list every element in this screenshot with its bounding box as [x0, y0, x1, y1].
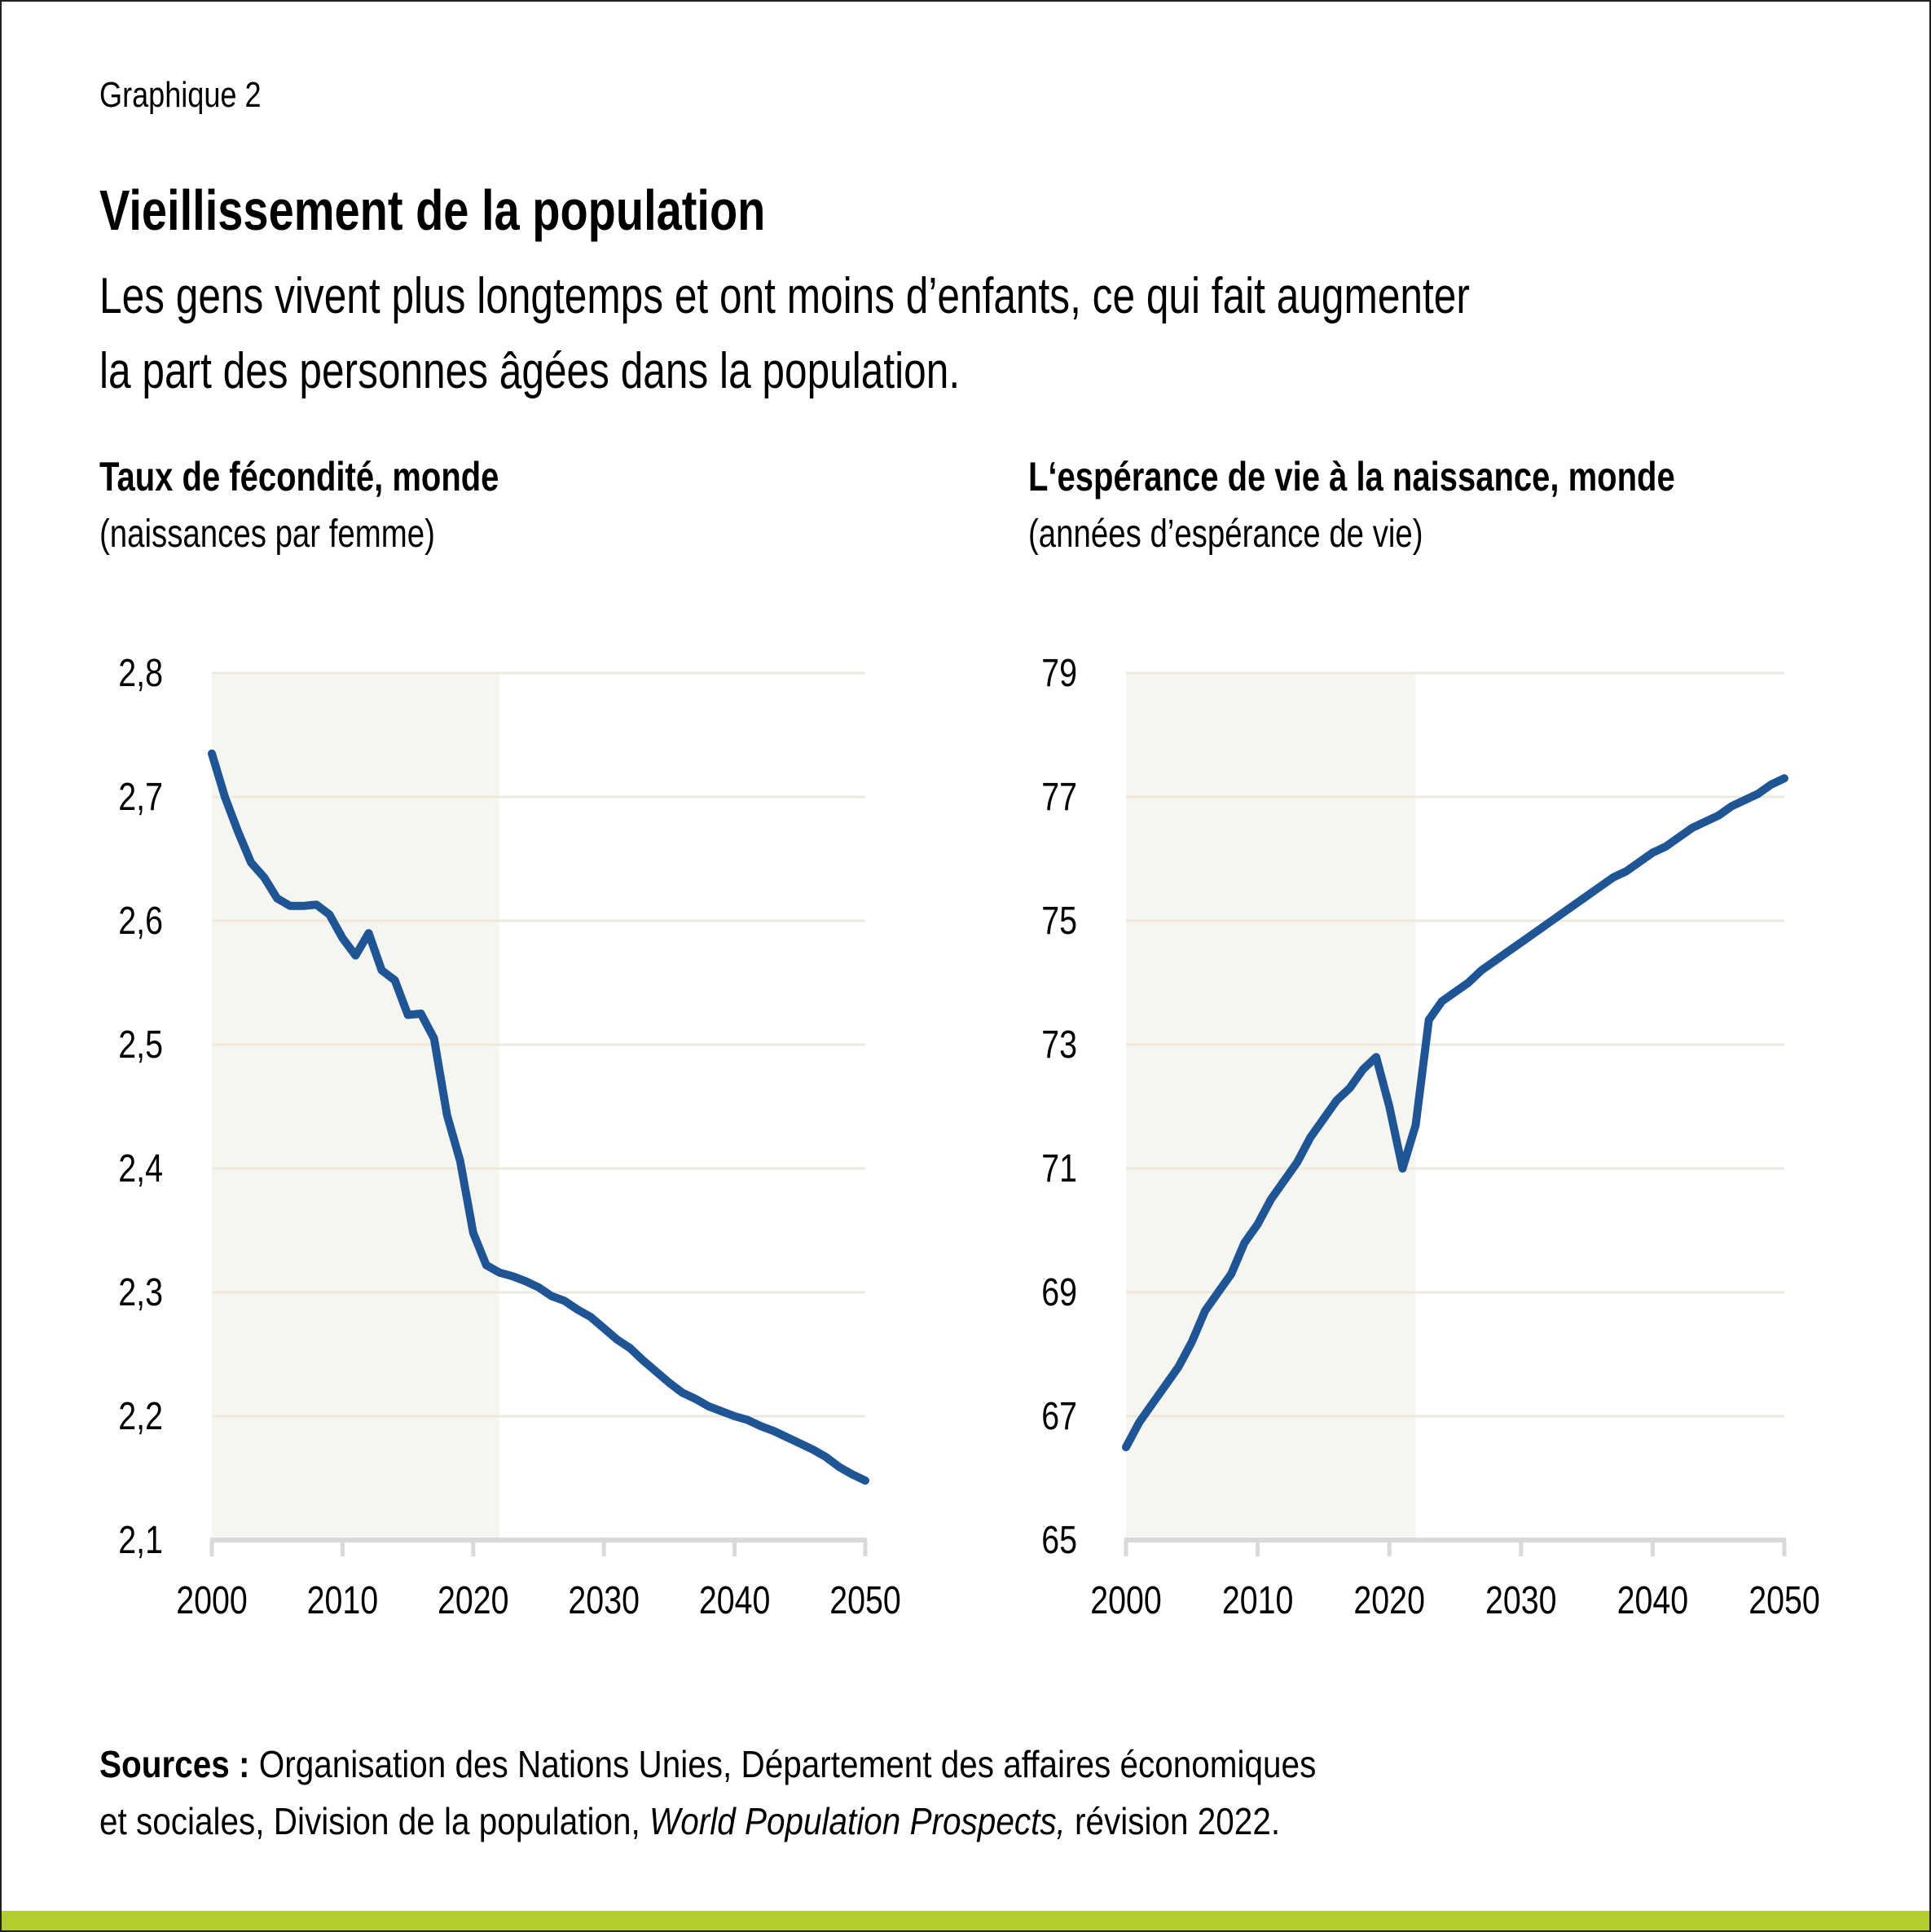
x-tick-label: 2030 — [568, 1578, 640, 1622]
sources-line-2: et sociales, Division de la population, … — [99, 1793, 1316, 1850]
sources-text-1: Organisation des Nations Unies, Départem… — [249, 1743, 1317, 1785]
x-tick-label: 2050 — [829, 1578, 901, 1622]
x-tick-label: 2020 — [438, 1578, 509, 1622]
subtitle-line-1: Les gens vivent plus longtemps et ont mo… — [99, 268, 1470, 324]
series-line — [1122, 774, 1788, 1451]
x-tick-label: 2040 — [699, 1578, 771, 1622]
y-tick-label: 2,8 — [118, 651, 163, 695]
y-tick-label: 75 — [1041, 899, 1077, 943]
y-tick-label: 71 — [1041, 1146, 1077, 1190]
fertility-chart: 2,1 2,2 2,3 2,4 2,5 2,6 2,7 2,8 2000 2010 2020 2030… — [118, 651, 900, 1622]
y-tick-label: 2,5 — [118, 1023, 163, 1067]
x-tick-label: 2050 — [1748, 1578, 1820, 1622]
x-tick-label: 2000 — [176, 1578, 248, 1622]
figure-title: Vieillissement de la population — [99, 178, 766, 242]
x-tick-label: 2020 — [1353, 1578, 1425, 1622]
sources-publication: World Population Prospects, — [649, 1800, 1066, 1842]
figure-subtitle: Les gens vivent plus longtemps et ont mo… — [99, 259, 1470, 409]
y-tick-label: 2,2 — [118, 1394, 163, 1438]
x-tick-label: 2010 — [1222, 1578, 1294, 1622]
y-tick-label: 67 — [1041, 1394, 1077, 1438]
accent-bar — [2, 1911, 1929, 1930]
y-tick-label: 2,4 — [118, 1146, 163, 1190]
y-tick-label: 2,3 — [118, 1270, 163, 1314]
series-line — [208, 749, 869, 1485]
x-tick-label: 2010 — [307, 1578, 379, 1622]
sources-text-2b: révision 2022. — [1065, 1800, 1281, 1842]
x-tick-label: 2030 — [1485, 1578, 1557, 1622]
y-tick-label: 2,7 — [118, 775, 163, 819]
sources-label: Sources : — [99, 1743, 250, 1785]
subtitle-line-2: la part des personnes âgées dans la popu… — [99, 343, 961, 399]
sources-text-2a: et sociales, Division de la population, — [99, 1800, 650, 1842]
right-chart-title: L‘espérance de vie à la naissance, monde — [1028, 454, 1675, 500]
x-tick-label: 2000 — [1090, 1578, 1162, 1622]
right-chart-unit: (années d’espérance de vie) — [1028, 513, 1423, 556]
historical-shade — [212, 673, 499, 1540]
sources-line-1: Sources : Organisation des Nations Unies… — [99, 1736, 1316, 1793]
left-chart-title: Taux de fécondité, monde — [99, 454, 499, 500]
y-tick-label: 2,1 — [118, 1518, 163, 1562]
sources-note: Sources : Organisation des Nations Unies… — [99, 1736, 1316, 1850]
historical-shade — [1126, 673, 1416, 1540]
life-expectancy-chart: 65 67 69 71 73 75 77 79 2000 2010 2020 2030 2040 2050 — [1041, 651, 1820, 1622]
figure-kicker: Graphique 2 — [99, 75, 262, 115]
y-tick-label: 77 — [1041, 775, 1077, 819]
x-tick-label: 2040 — [1617, 1578, 1689, 1622]
left-chart-unit: (naissances par femme) — [99, 513, 435, 556]
y-tick-label: 2,6 — [118, 899, 163, 943]
y-tick-label: 73 — [1041, 1023, 1077, 1067]
y-tick-label: 69 — [1041, 1270, 1077, 1314]
y-tick-label: 65 — [1041, 1518, 1077, 1562]
y-tick-label: 79 — [1041, 651, 1077, 695]
